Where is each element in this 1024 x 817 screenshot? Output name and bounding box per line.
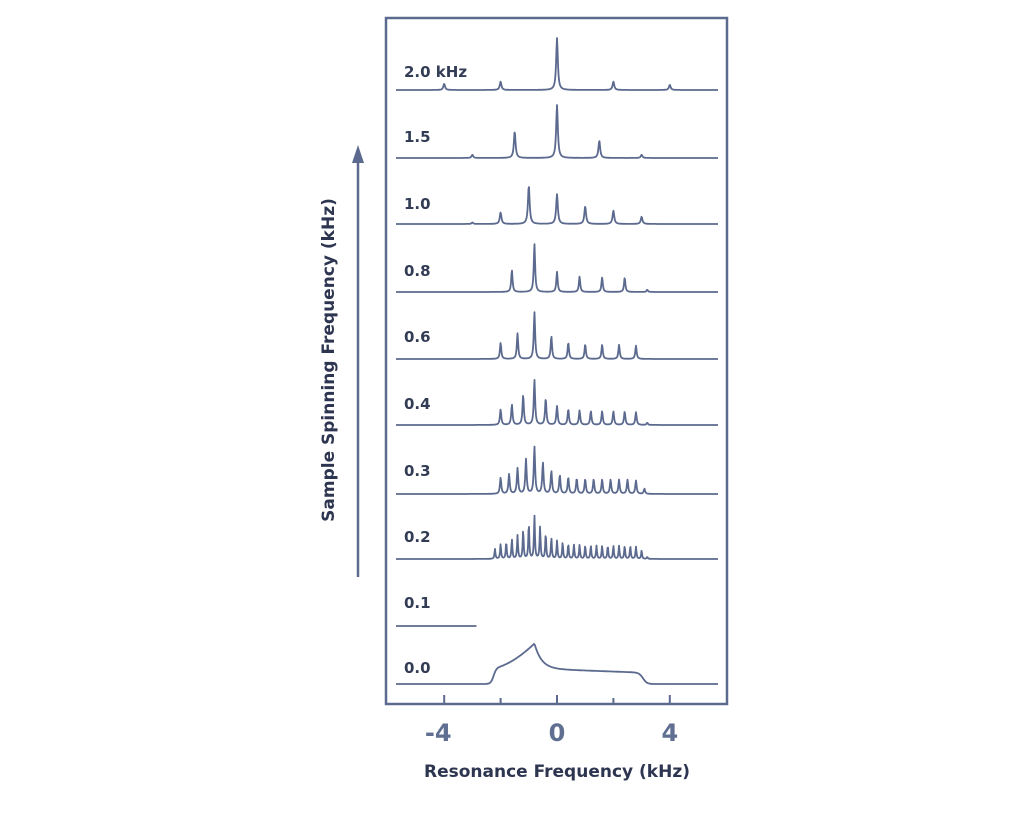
spectrum-line-1 xyxy=(395,186,719,225)
series-label: 2.0 kHz xyxy=(404,63,467,81)
spectrum-line-0_4 xyxy=(395,379,719,426)
spectrum-line-0_3 xyxy=(395,445,719,495)
series-label: 0.1 xyxy=(404,594,431,612)
x-tick-label: 4 xyxy=(661,719,678,747)
series-label: 0.3 xyxy=(404,462,431,480)
series-label: 1.0 xyxy=(404,195,431,213)
series-label: 0.8 xyxy=(404,262,431,280)
spectrum-line-1_5 xyxy=(395,104,719,159)
y-axis-label: Sample Spinning Frequency (kHz) xyxy=(319,198,339,522)
spectrum-line-0_6 xyxy=(395,311,719,360)
series-label: 1.5 xyxy=(404,128,431,146)
spectrum-line-0 xyxy=(396,643,718,685)
series-label: 0.2 xyxy=(404,528,431,546)
x-axis-ticks: -4 0 4 xyxy=(425,695,678,747)
spectrum-line-0_8 xyxy=(395,243,719,293)
x-tick-label: 0 xyxy=(549,719,566,747)
series-label: 0.6 xyxy=(404,328,431,346)
y-axis-arrow-head xyxy=(352,145,364,163)
x-tick-label: -4 xyxy=(425,719,452,747)
series-label: 0.0 xyxy=(404,659,431,677)
spectrum-line-0_2 xyxy=(395,514,719,560)
x-axis-label: Resonance Frequency (kHz) xyxy=(424,762,690,782)
spectra-group: 2.0 kHz 1.5 1.0 0.8 0.6 0.4 0.3 0.2 0.1 0.0 xyxy=(395,37,719,685)
spectrum-line-2 xyxy=(395,37,719,91)
series-label: 0.4 xyxy=(404,395,431,413)
